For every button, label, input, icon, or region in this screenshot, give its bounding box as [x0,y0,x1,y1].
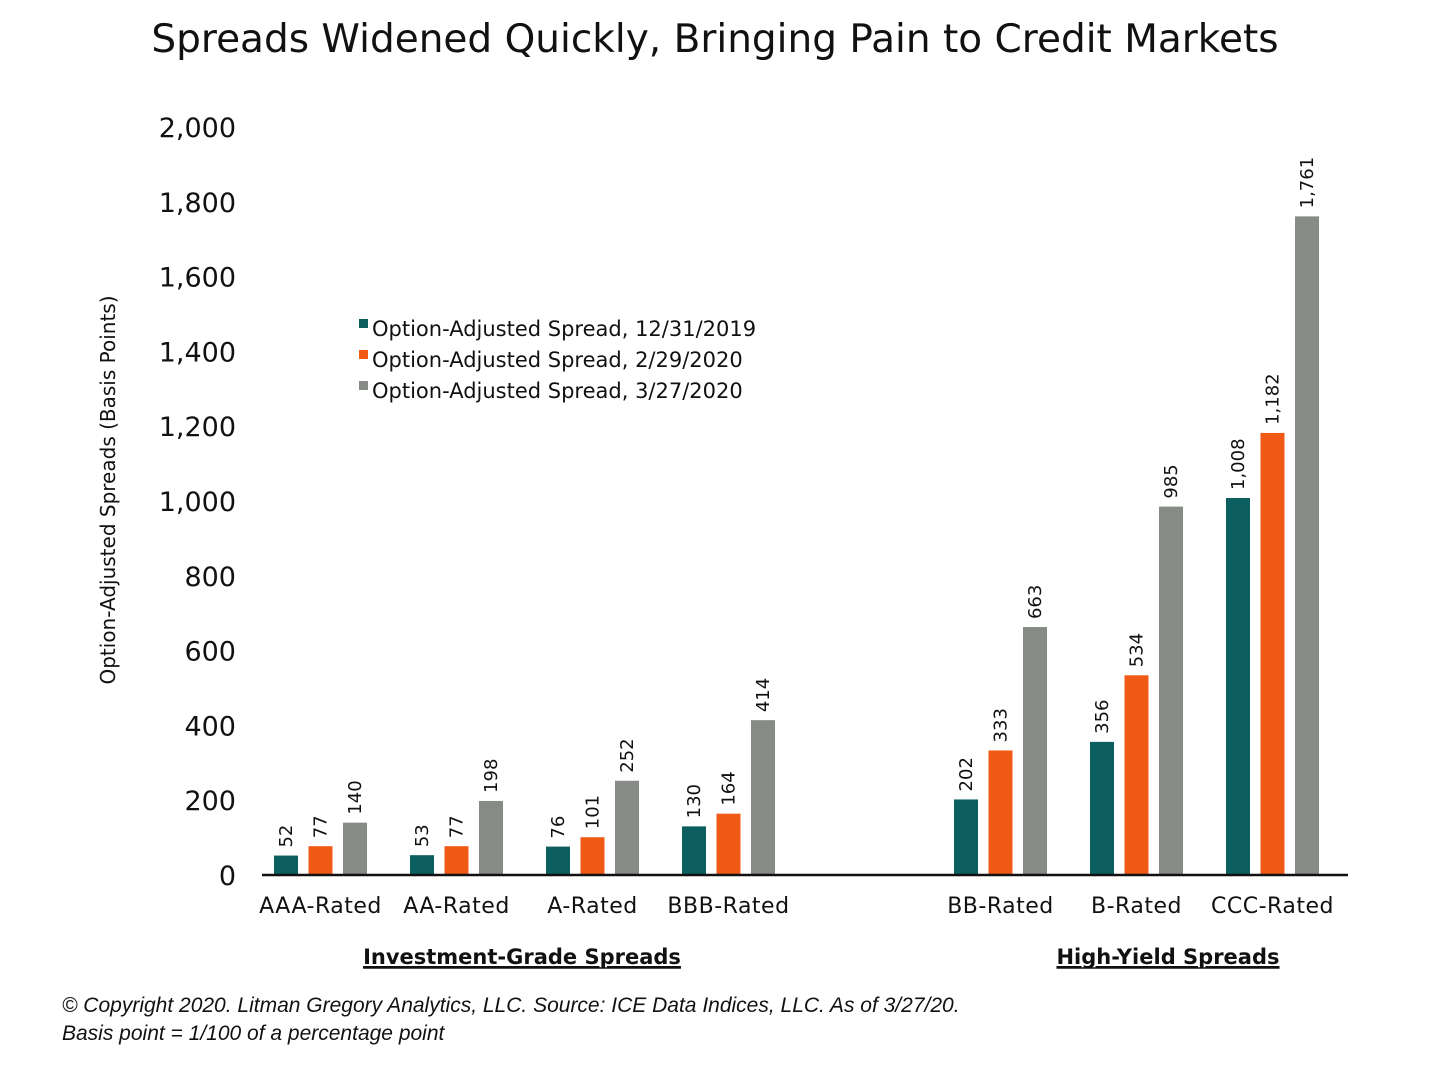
y-tick-label: 600 [184,637,236,668]
bar [1226,498,1250,875]
data-labels: 52 53 76 130 202 356 1,008 77 77 101 164 333 534 1,18… [276,157,1318,848]
y-tick-label: 0 [219,861,236,892]
bar-value-label: 985 [1161,464,1182,498]
bar-value-label: 77 [447,815,468,838]
y-tick-label: 200 [184,786,236,817]
bar [343,822,367,875]
y-tick-label: 1,600 [159,263,236,294]
y-axis-label: Option-Adjusted Spreads (Basis Points) [96,295,120,684]
legend-swatch [359,319,368,328]
bar [615,780,639,875]
y-tick-label: 1,400 [159,337,236,368]
bar-value-label: 414 [753,678,774,712]
bar-value-label: 53 [412,824,433,847]
bar-value-label: 164 [719,771,740,805]
bar-value-label: 1,761 [1297,157,1318,209]
group-label: Investment-Grade Spreads [363,945,681,969]
x-category-label: AA-Rated [403,894,510,919]
bar [1124,675,1149,875]
bar-value-label: 140 [345,780,366,814]
bar [444,846,469,875]
bar [682,826,706,875]
y-tick-label: 1,000 [159,487,236,518]
x-category-label: B-Rated [1091,894,1182,919]
bar [988,750,1013,875]
bar-value-label: 202 [956,757,977,791]
bar [751,720,775,875]
bar [1260,432,1285,875]
x-category-label: AAA-Rated [259,894,382,919]
x-category-label: BBB-Rated [667,894,789,919]
bar-value-label: 198 [481,759,502,793]
category-groups: Investment-Grade Spreads High-Yield Sprea… [363,945,1280,969]
bar-value-label: 663 [1025,585,1046,619]
y-tick-label: 1,800 [159,188,236,219]
bar-value-label: 1,182 [1263,373,1284,425]
legend-label: Option-Adjusted Spread, 2/29/2020 [372,348,743,372]
chart-title: Spreads Widened Quickly, Bringing Pain t… [151,17,1278,62]
footnote-copyright: © Copyright 2020. Litman Gregory Analyti… [62,994,960,1017]
bar [580,837,605,875]
bar-chart: Spreads Widened Quickly, Bringing Pain t… [96,17,1348,969]
x-category-label: A-Rated [547,894,637,919]
legend-label: Option-Adjusted Spread, 12/31/2019 [372,317,756,341]
y-tick-label: 1,200 [159,412,236,443]
y-tick-label: 800 [184,562,236,593]
bar [274,855,298,875]
bar [308,846,333,875]
y-tick-label: 2,000 [159,113,236,144]
bar-value-label: 76 [548,816,569,839]
bar [1090,741,1114,875]
bar [954,799,978,875]
bar [410,855,434,875]
bar-value-label: 356 [1092,699,1113,733]
bar-series [274,216,1319,876]
bar-value-label: 333 [991,708,1012,742]
legend-swatch [359,350,368,359]
y-tick-label: 400 [184,711,236,742]
bar-value-label: 130 [684,784,705,818]
bar-value-label: 534 [1127,633,1148,667]
bar-value-label: 77 [311,815,332,838]
bar-value-label: 252 [617,738,638,772]
y-axis-ticks: 0 200 400 600 800 1,000 1,200 1,400 1,600 1,800 2,… [159,113,236,892]
bar-value-label: 52 [276,825,297,848]
x-category-label: CCC-Rated [1211,894,1334,919]
legend: Option-Adjusted Spread, 12/31/2019 Option… [359,317,756,403]
bar [1159,506,1183,875]
bar-value-label: 1,008 [1228,438,1249,490]
group-label: High-Yield Spreads [1056,945,1279,969]
bar-value-label: 101 [583,795,604,829]
footnote-basis-point: Basis point = 1/100 of a percentage poin… [62,1022,445,1045]
bar [1023,627,1047,875]
legend-swatch [359,381,368,390]
bar [479,800,503,875]
legend-label: Option-Adjusted Spread, 3/27/2020 [372,379,743,403]
x-category-label: BB-Rated [947,894,1054,919]
bar [716,813,741,875]
bar [1295,216,1319,876]
x-axis-categories: AAA-Rated AA-Rated A-Rated BBB-Rated BB-Rate… [259,894,1334,919]
bar [546,846,570,875]
